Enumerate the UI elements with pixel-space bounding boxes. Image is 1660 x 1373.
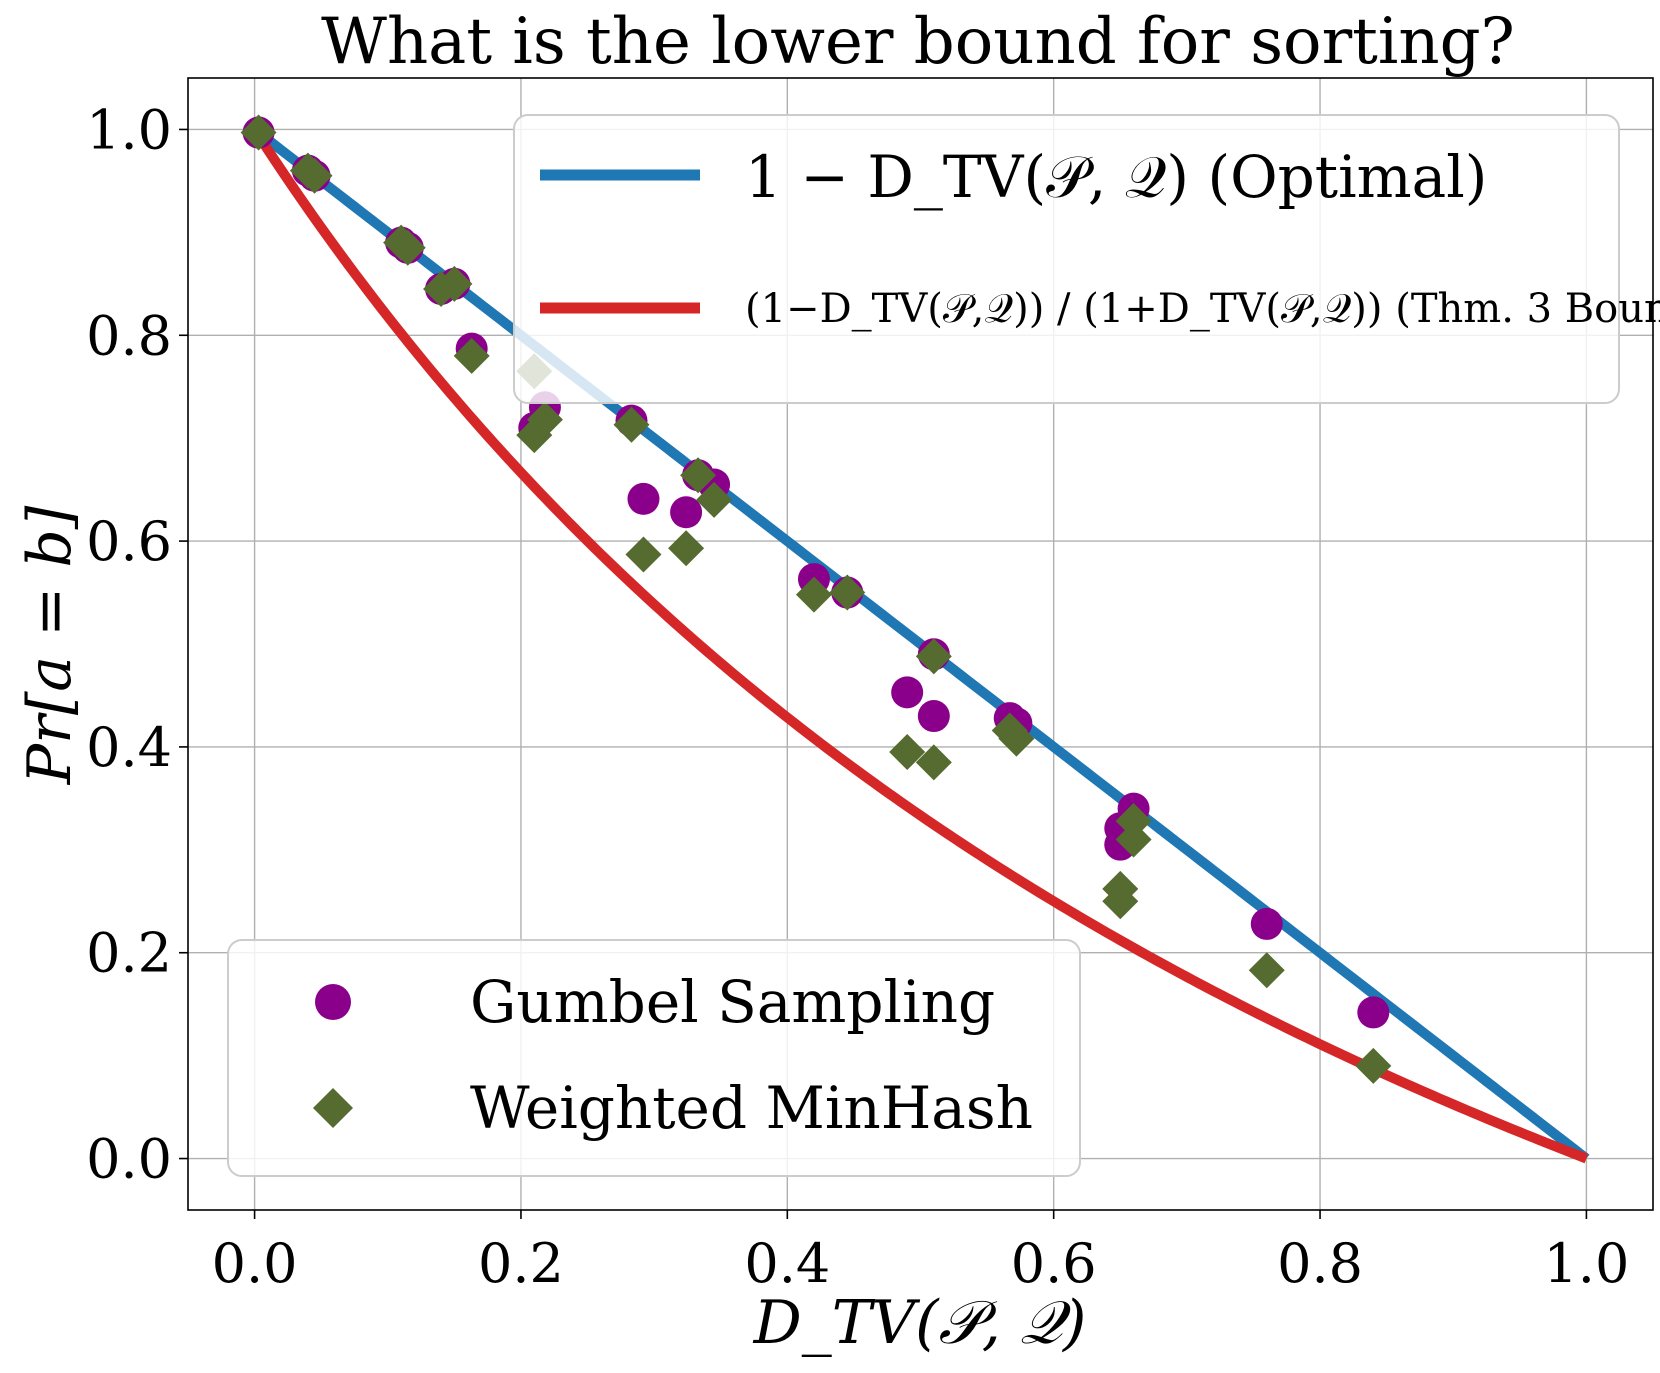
- minhash-point: [1248, 952, 1285, 989]
- minhash-point: [998, 720, 1035, 757]
- legend-line-optimal-label: 1 − D_TV(𝒫, 𝒬) (Optimal): [745, 143, 1487, 211]
- y-tick-label: 1.0: [86, 98, 172, 161]
- minhash-point: [696, 481, 733, 518]
- legend-gumbel-label: Gumbel Sampling: [470, 968, 995, 1036]
- gumbel-point: [1357, 996, 1390, 1029]
- x-tick-label: 0.6: [1011, 1232, 1097, 1295]
- gumbel-point: [1250, 907, 1283, 940]
- legend-minhash-label: Weighted MinHash: [470, 1074, 1033, 1142]
- minhash-point: [1115, 803, 1152, 840]
- legend-markers: Gumbel Sampling Weighted MinHash: [227, 939, 1081, 1177]
- minhash-point: [829, 574, 866, 611]
- legend-gumbel-marker: [315, 984, 351, 1020]
- gumbel-point: [917, 700, 950, 733]
- x-tick-label: 1.0: [1543, 1232, 1629, 1295]
- plot-frame: [187, 77, 1654, 1211]
- y-tick-label: 0.2: [86, 922, 172, 985]
- optimal-line: [251, 125, 1590, 1163]
- tick-labels: 0.0 0.2 0.4 0.6 0.8 1.0 0.0 0.2 0.4 0.6 0.8 1.0: [86, 98, 1629, 1295]
- minhash-point: [680, 457, 717, 494]
- minhash-point: [889, 734, 926, 771]
- gumbel-point: [891, 676, 924, 709]
- minhash-point: [613, 406, 650, 443]
- x-tick-label: 0.2: [478, 1232, 564, 1295]
- minhash-point: [625, 536, 662, 573]
- gumbel-point: [627, 482, 660, 515]
- gumbel-point: [670, 496, 703, 529]
- minhash-point: [296, 157, 333, 194]
- minhash-point: [240, 114, 277, 151]
- x-axis-label: D_TV(𝒫, 𝒬): [753, 1288, 1087, 1358]
- minhash-point: [1355, 1047, 1392, 1084]
- minhash-point: [526, 401, 563, 438]
- minhash-point: [1115, 821, 1152, 858]
- y-axis-label: Pr[a = b]: [15, 505, 85, 785]
- x-tick-label: 0.4: [744, 1232, 830, 1295]
- chart-title: What is the lower bound for sorting?: [321, 5, 1515, 79]
- legend-lines: 1 − D_TV(𝒫, 𝒬) (Optimal) (1−D_TV(𝒫,𝒬)) /…: [513, 114, 1660, 404]
- legend-minhash-marker: [313, 1088, 353, 1128]
- x-tick-label: 0.8: [1277, 1232, 1363, 1295]
- minhash-point: [795, 576, 832, 613]
- minhash-point: [453, 337, 490, 374]
- minhash-point: [915, 744, 952, 781]
- y-tick-label: 0.8: [86, 304, 172, 367]
- y-tick-label: 0.4: [86, 716, 172, 779]
- legend-lines-box: [513, 114, 1620, 404]
- y-tick-label: 0.6: [86, 510, 172, 573]
- minhash-point: [915, 638, 952, 675]
- minhash-point: [668, 530, 705, 567]
- minhash-point: [389, 229, 426, 266]
- y-tick-label: 0.0: [86, 1128, 172, 1191]
- minhash-point: [1102, 883, 1139, 920]
- legend-line-thm3-label: (1−D_TV(𝒫,𝒬)) / (1+D_TV(𝒫,𝒬)) (Thm. 3 Bo…: [745, 286, 1660, 332]
- x-tick-label: 0.0: [212, 1232, 298, 1295]
- legend-markers-box: [227, 939, 1081, 1177]
- minhash-point: [436, 265, 473, 302]
